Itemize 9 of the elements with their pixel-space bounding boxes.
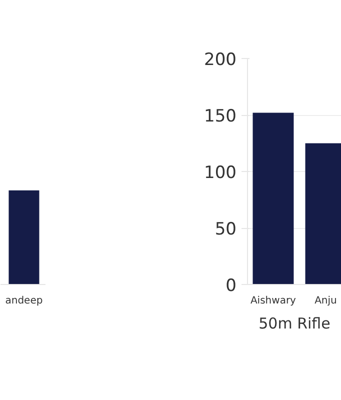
x-tick-label: Anju (314, 296, 337, 306)
y-tick-label: 50 (214, 220, 237, 240)
y-tick-label: 0 (226, 276, 237, 296)
x-axis-title: 50m Rifle (258, 314, 330, 332)
y-tick-label: 150 (204, 106, 237, 126)
x-tick-label: Aishwary (250, 296, 296, 306)
x-tick-label: andeep (5, 296, 43, 306)
y-tick-label: 100 (204, 163, 237, 183)
y-tick-label: 200 (204, 50, 237, 70)
